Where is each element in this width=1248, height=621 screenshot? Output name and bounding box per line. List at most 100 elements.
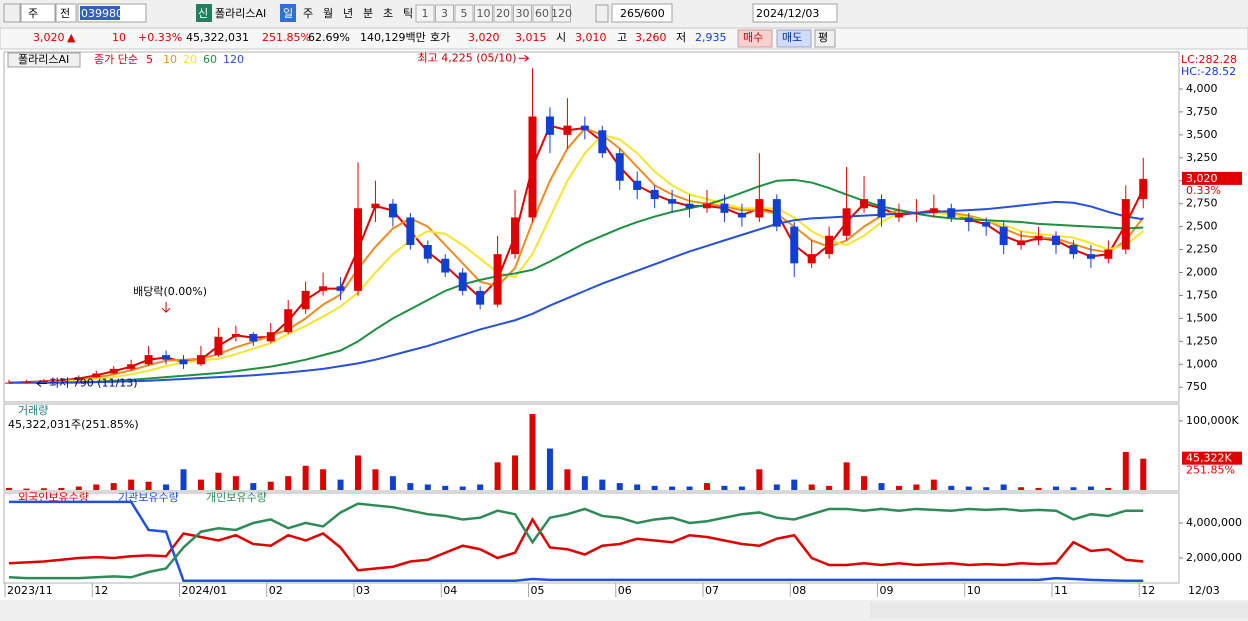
volume-bar — [163, 484, 170, 490]
interval[interactable]: 1 — [422, 7, 429, 20]
interval-button[interactable] — [435, 4, 454, 23]
volume-bar — [826, 485, 833, 490]
period[interactable]: 틱 — [403, 7, 413, 20]
volume-bar — [215, 472, 222, 490]
interval-button[interactable] — [474, 4, 493, 23]
info-bar-bg — [0, 27, 1248, 50]
buy-button[interactable] — [737, 29, 773, 48]
candle-body — [1034, 235, 1043, 241]
candle-body — [371, 203, 380, 209]
candle-body — [615, 153, 624, 181]
interval-button[interactable] — [415, 4, 435, 23]
candle-body — [1017, 240, 1026, 245]
drop[interactable] — [595, 4, 609, 23]
volume-bar — [285, 476, 292, 490]
volume-bar — [948, 485, 955, 490]
volume-bar — [651, 485, 658, 490]
period[interactable]: 초 — [383, 7, 393, 20]
interval[interactable]: 30 — [516, 7, 530, 20]
volume-bar — [529, 413, 536, 490]
candle-body — [476, 290, 485, 305]
volume-bar — [1122, 451, 1129, 490]
volume-bar — [704, 483, 710, 490]
arrow: ▲ — [67, 31, 76, 44]
volume-bar — [128, 479, 135, 490]
interval[interactable]: 3 — [441, 7, 448, 20]
candle-body — [1121, 199, 1130, 250]
buy: 매수 — [743, 31, 763, 44]
volume-bar — [669, 486, 676, 490]
volume-bar — [564, 469, 571, 490]
interval-button[interactable] — [493, 4, 513, 23]
avg: 평 — [818, 31, 828, 44]
interval[interactable]: 5 — [461, 7, 468, 20]
x-tick-label: 2023/11 — [7, 584, 53, 597]
candle-body — [39, 380, 48, 382]
candle-body — [999, 226, 1008, 245]
candle-body — [964, 217, 973, 223]
volume-bar — [442, 485, 449, 490]
volume-bar — [302, 465, 309, 490]
candle-body — [1069, 244, 1078, 255]
volume-bar — [459, 486, 466, 490]
interval-button[interactable] — [552, 4, 571, 23]
volume-bar — [616, 483, 623, 490]
count-max: /600 — [640, 7, 665, 20]
volume-bar — [40, 488, 47, 490]
ma-line — [9, 178, 1144, 384]
legend-entry: 60 — [203, 53, 217, 66]
menu-button[interactable] — [3, 3, 21, 23]
legend-entry: 20 — [183, 53, 197, 66]
avg-button[interactable] — [814, 29, 836, 48]
candle-body — [755, 199, 764, 218]
volume-ratio: 251.85% — [262, 31, 311, 44]
interval[interactable]: 120 — [551, 7, 572, 20]
period[interactable]: 일 — [283, 6, 293, 20]
candle-body — [214, 336, 223, 356]
nav-controls[interactable] — [870, 602, 1248, 618]
annotation: 최저 790 (11/13) — [49, 377, 138, 390]
period[interactable]: 주 — [303, 7, 313, 20]
volume-bar — [1070, 487, 1077, 490]
candle-body — [196, 355, 205, 365]
market-select[interactable] — [20, 3, 56, 23]
y-tick-label: 1,000 — [1186, 357, 1218, 370]
date-box[interactable] — [752, 3, 838, 23]
interval-button[interactable] — [454, 4, 474, 23]
period[interactable]: 분 — [363, 7, 373, 20]
candle-body — [511, 217, 520, 255]
candle-body — [720, 203, 729, 213]
y-tick-label: 1,750 — [1186, 288, 1218, 301]
date: 2024/12/03 — [756, 7, 819, 20]
sell-button[interactable] — [776, 29, 812, 48]
candle-body — [703, 203, 711, 209]
period[interactable]: 년 — [343, 7, 353, 20]
interval-button[interactable] — [513, 4, 532, 23]
volume-bar — [878, 483, 885, 490]
candle-body — [563, 125, 572, 135]
y-tick-label: 4,000 — [1186, 82, 1218, 95]
volume-bar — [913, 484, 920, 490]
candle-body — [1086, 254, 1095, 259]
candle-body — [127, 364, 136, 369]
y-tick-label: 3,500 — [1186, 128, 1218, 141]
volume-bar — [895, 485, 902, 490]
interval-button[interactable] — [532, 4, 552, 23]
candle-body — [22, 381, 31, 383]
sell: 매도 — [782, 31, 802, 44]
high-label: 고 — [617, 31, 627, 44]
interval[interactable]: 20 — [496, 7, 510, 20]
volume-title: 거래량 — [18, 404, 48, 417]
count-box[interactable] — [611, 3, 673, 23]
interval[interactable]: 60 — [535, 7, 549, 20]
volume-badge: 45,322K — [1186, 452, 1232, 465]
candle-body — [929, 208, 938, 213]
legend-entry: 10 — [163, 53, 177, 66]
period[interactable]: 월 — [323, 7, 333, 20]
badge-bg — [196, 4, 212, 22]
interval[interactable]: 10 — [477, 7, 491, 20]
volume-ratio: 251.85% — [1186, 464, 1235, 477]
scope-select[interactable] — [55, 3, 77, 23]
volume-bar — [1140, 458, 1147, 490]
